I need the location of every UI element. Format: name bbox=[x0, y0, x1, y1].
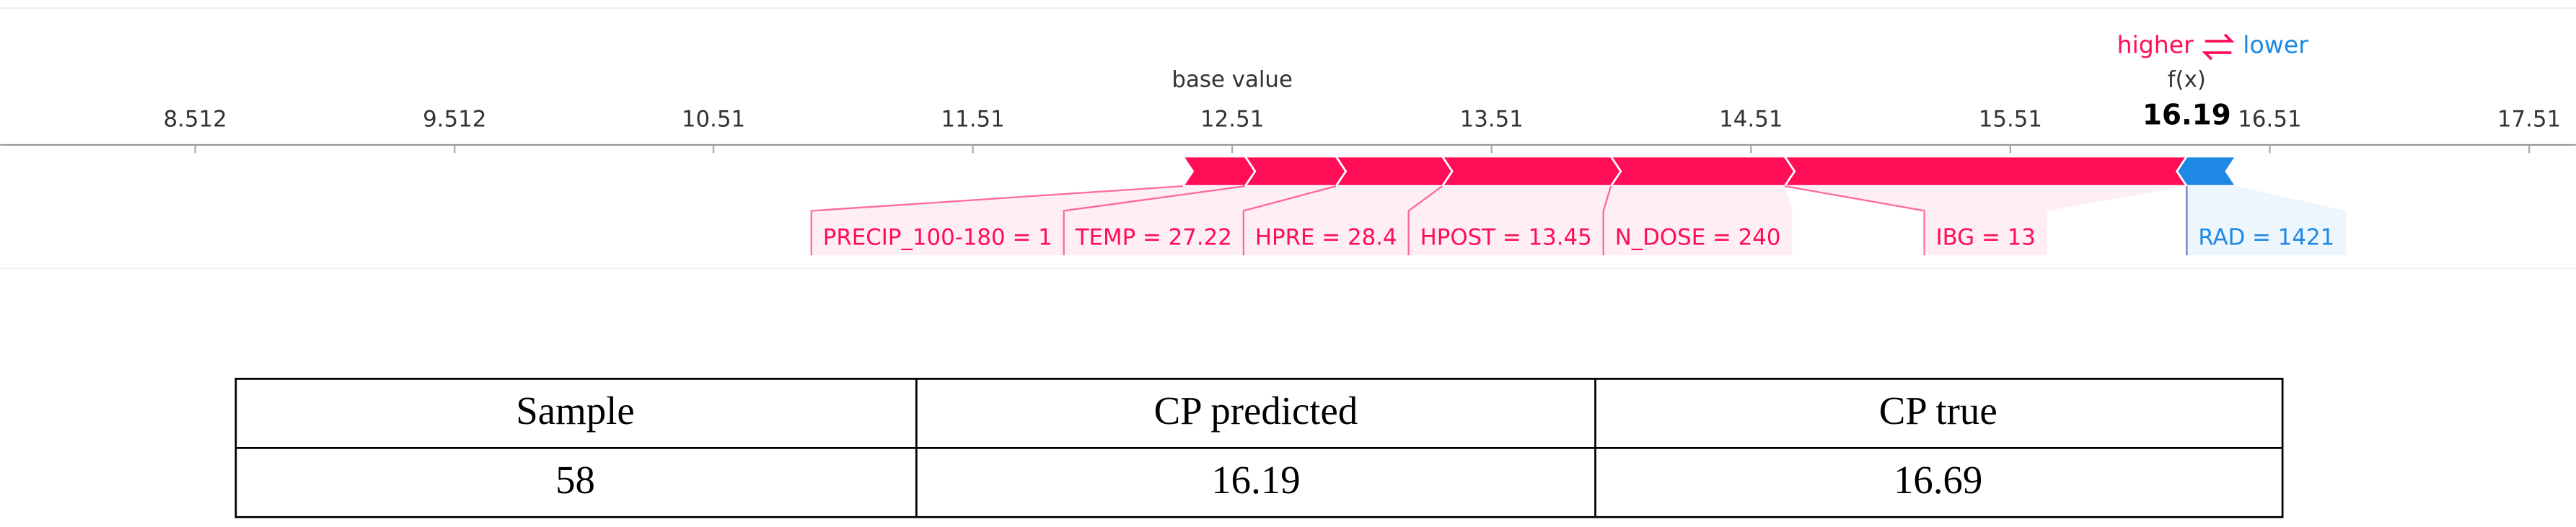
table-cell: 58 bbox=[555, 458, 595, 502]
label-connector bbox=[1602, 185, 1612, 256]
output-value: 16.19 bbox=[2142, 99, 2231, 132]
feature-label: RAD = 1421 bbox=[2198, 225, 2334, 251]
label-connector bbox=[1784, 185, 1925, 256]
x-tick-label: 9.512 bbox=[423, 106, 486, 132]
force-bars bbox=[1181, 155, 2238, 187]
x-tick-label: 15.51 bbox=[1979, 106, 2042, 132]
label-shade bbox=[1063, 186, 1337, 256]
feature-label: N_DOSE = 240 bbox=[1615, 225, 1781, 251]
force-segment bbox=[1440, 155, 1622, 187]
x-tick-label: 14.51 bbox=[1719, 106, 1782, 132]
table-cell: 16.19 bbox=[1211, 458, 1300, 502]
x-tick-label: 11.51 bbox=[941, 106, 1004, 132]
base-value-label: base value bbox=[1171, 66, 1293, 92]
x-tick-label: 10.51 bbox=[682, 106, 745, 132]
label-shade bbox=[1603, 186, 1793, 256]
legend-arrow bbox=[2202, 33, 2235, 61]
x-tick-label: 17.51 bbox=[2497, 106, 2561, 132]
force-segment bbox=[2176, 155, 2238, 187]
table-header: CP predicted bbox=[1154, 389, 1358, 433]
force-segment bbox=[1334, 155, 1454, 187]
force-segment bbox=[1609, 155, 1796, 187]
label-shade bbox=[2186, 186, 2347, 256]
force-segment bbox=[1243, 155, 1348, 187]
label-shade bbox=[1243, 186, 1443, 256]
x-tick-label: 13.51 bbox=[1460, 106, 1524, 132]
x-tick-label: 12.51 bbox=[1200, 106, 1264, 132]
feature-label: IBG = 13 bbox=[1936, 225, 2036, 251]
feature-label: HPRE = 28.4 bbox=[1255, 225, 1397, 251]
table-cell: 16.69 bbox=[1894, 458, 1982, 502]
label-shade bbox=[811, 186, 1246, 256]
label-connector bbox=[1407, 185, 1443, 256]
label-shade bbox=[1408, 186, 1612, 256]
x-tick-label: 16.51 bbox=[2238, 106, 2301, 132]
label-connector bbox=[1063, 185, 1246, 256]
table: Sample CP predicted CP true 58 16.19 16.… bbox=[234, 378, 2284, 518]
output-label: f(x) bbox=[2168, 66, 2206, 92]
legend-higher: higher bbox=[2117, 30, 2194, 58]
feature-label: PRECIP_100-180 = 1 bbox=[823, 225, 1052, 251]
table-header: CP true bbox=[1879, 389, 1997, 433]
legend-lower: lower bbox=[2243, 30, 2308, 58]
label-connector bbox=[810, 185, 1183, 256]
force-segment bbox=[1782, 155, 2198, 187]
force-segment bbox=[1181, 155, 1257, 187]
x-tick-label: 8.512 bbox=[164, 106, 227, 132]
feature-label: HPOST = 13.45 bbox=[1420, 225, 1592, 251]
label-connector bbox=[1242, 185, 1337, 256]
table-header: Sample bbox=[516, 389, 634, 433]
feature-label: TEMP = 27.22 bbox=[1075, 225, 1232, 251]
